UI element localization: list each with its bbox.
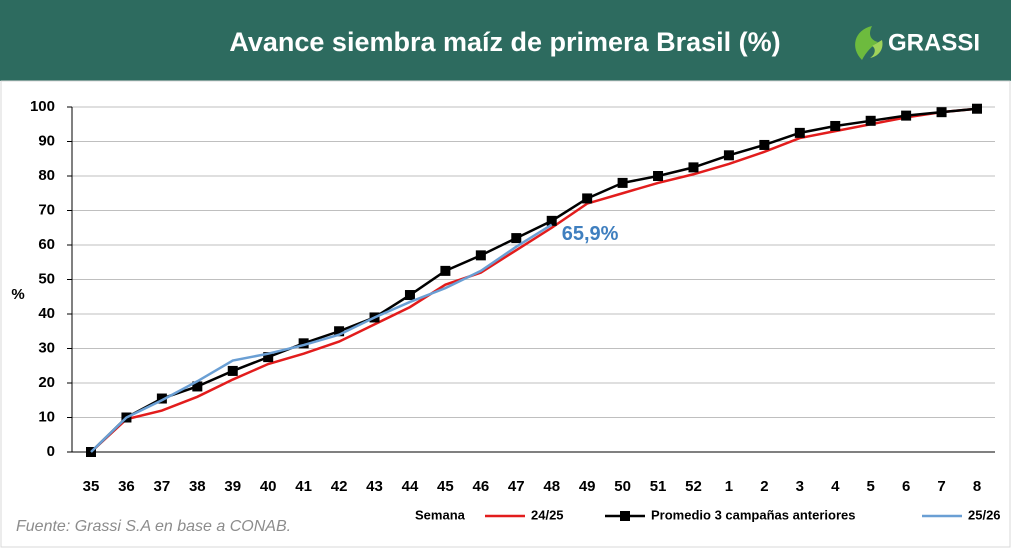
series-marker xyxy=(227,365,238,376)
x-tick-label: 37 xyxy=(154,478,171,495)
series-marker xyxy=(972,103,982,114)
series-line xyxy=(90,223,553,453)
x-tick-label: 7 xyxy=(937,478,945,495)
series-marker xyxy=(794,127,805,138)
legend-marker xyxy=(620,511,630,521)
series-marker xyxy=(263,352,274,363)
annotation: 65,9% xyxy=(562,223,619,245)
x-tick-label: 38 xyxy=(189,478,206,495)
x-tick-label: 47 xyxy=(508,478,525,495)
x-axis-label: Semana xyxy=(415,507,466,522)
y-tick-label: 80 xyxy=(38,167,55,184)
y-tick-label: 40 xyxy=(38,305,55,322)
series-marker xyxy=(617,177,628,188)
series-marker xyxy=(475,250,486,261)
series-line xyxy=(90,107,978,453)
x-tick-label: 41 xyxy=(295,478,312,495)
x-tick-label: 40 xyxy=(260,478,277,495)
series-marker xyxy=(901,110,912,121)
x-tick-label: 44 xyxy=(402,478,419,495)
x-tick-label: 49 xyxy=(579,478,596,495)
series-marker xyxy=(723,150,734,161)
series-marker xyxy=(759,139,770,150)
x-tick-label: 5 xyxy=(867,478,875,495)
source-note: Fuente: Grassi S.A en base a CONAB. xyxy=(16,518,291,535)
series-marker xyxy=(830,120,841,131)
x-tick-label: 1 xyxy=(725,478,733,495)
series-marker xyxy=(688,162,699,173)
x-tick-label: 6 xyxy=(902,478,910,495)
series-marker xyxy=(156,393,167,404)
y-tick-label: 100 xyxy=(30,98,55,115)
x-tick-label: 51 xyxy=(650,478,667,495)
x-tick-label: 36 xyxy=(118,478,135,495)
logo-icon xyxy=(855,26,883,60)
y-tick-label: 90 xyxy=(38,132,55,149)
x-tick-label: 39 xyxy=(224,478,241,495)
series-marker xyxy=(334,326,345,337)
series-marker xyxy=(298,338,309,349)
x-tick-label: 52 xyxy=(685,478,702,495)
series-marker xyxy=(192,381,203,392)
x-tick-label: 8 xyxy=(973,478,981,495)
x-tick-label: 2 xyxy=(760,478,768,495)
legend-label: 24/25 xyxy=(531,507,564,522)
series-marker xyxy=(582,193,593,204)
x-tick-label: 45 xyxy=(437,478,454,495)
x-tick-label: 43 xyxy=(366,478,383,495)
x-tick-label: 48 xyxy=(543,478,560,495)
y-axis-label: % xyxy=(11,286,24,303)
series-marker xyxy=(936,107,947,118)
y-tick-label: 50 xyxy=(38,270,55,287)
series-marker xyxy=(404,290,415,301)
y-tick-label: 0 xyxy=(47,443,55,460)
legend-label: 25/26 xyxy=(968,507,1001,522)
x-tick-label: 50 xyxy=(614,478,631,495)
header-band xyxy=(0,0,1011,81)
x-tick-label: 35 xyxy=(83,478,100,495)
x-tick-label: 46 xyxy=(472,478,489,495)
x-tick-label: 3 xyxy=(796,478,804,495)
y-tick-label: 70 xyxy=(38,201,55,218)
series-marker xyxy=(440,265,451,276)
y-tick-label: 60 xyxy=(38,236,55,253)
y-tick-label: 20 xyxy=(38,374,55,391)
logo-text: GRASSI xyxy=(888,29,980,56)
series-line xyxy=(90,107,978,453)
chart-title: Avance siembra maíz de primera Brasil (%… xyxy=(229,27,780,57)
x-tick-label: 4 xyxy=(831,478,840,495)
legend-label: Promedio 3 campañas anteriores xyxy=(651,507,855,522)
series-marker xyxy=(865,115,876,126)
y-tick-label: 30 xyxy=(38,339,55,356)
x-tick-label: 42 xyxy=(331,478,348,495)
series-marker xyxy=(511,233,522,244)
series-marker xyxy=(653,171,664,181)
series-marker xyxy=(546,215,557,226)
y-tick-label: 10 xyxy=(38,408,55,425)
